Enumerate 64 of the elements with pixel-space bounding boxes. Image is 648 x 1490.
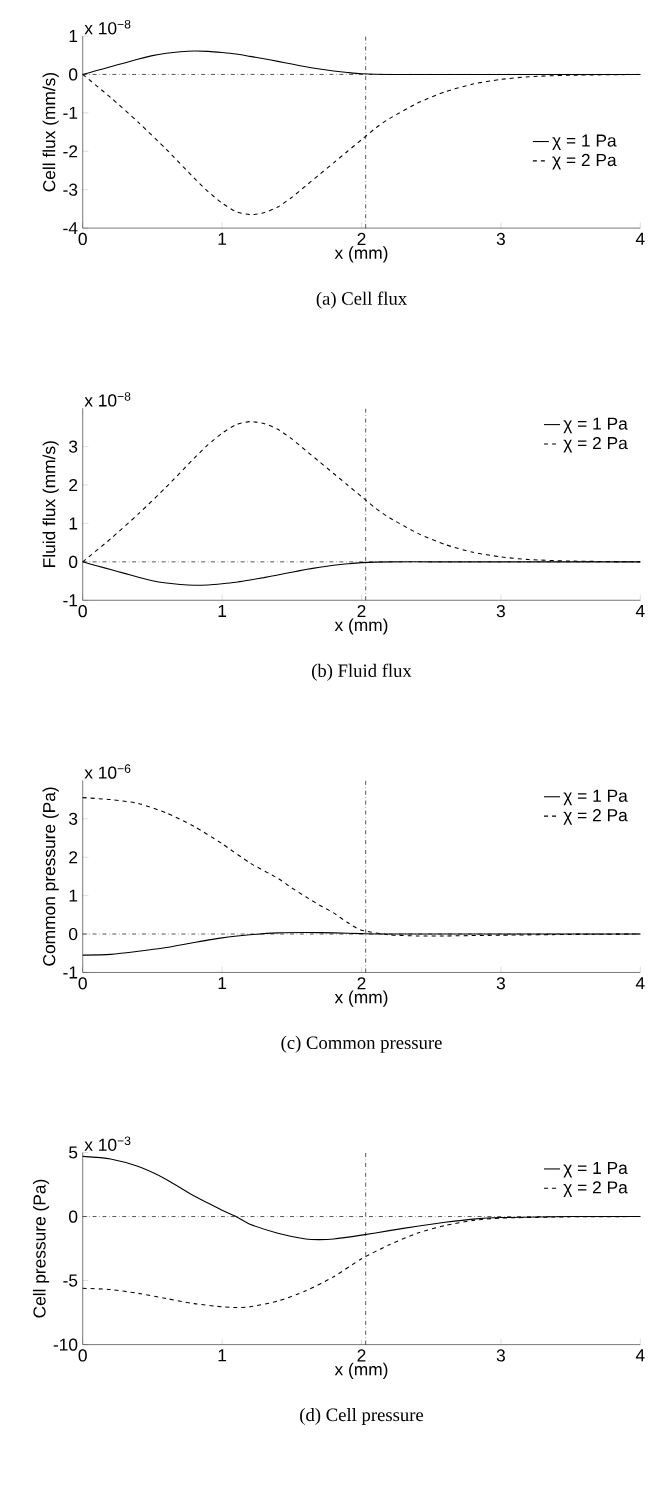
x-axis-title: x (mm) <box>334 618 388 635</box>
x-tick-label: 3 <box>496 604 505 618</box>
x-tick-label: 0 <box>78 1349 87 1362</box>
text: x 10$^{−8}$ <box>84 19 131 35</box>
y-tick-label: -10 <box>53 1338 78 1351</box>
y-tick-label: 1 <box>69 30 78 42</box>
y-tick-label: -5 <box>63 1274 78 1287</box>
y-tick-label: 1 <box>69 517 78 530</box>
y-tick-label: 0 <box>68 68 78 81</box>
y-tick-label: -2 <box>63 145 77 158</box>
x-tick-label: 4 <box>635 604 645 617</box>
y-tick-label: 0 <box>68 1210 78 1223</box>
text: x 10$^{−8}$ <box>84 392 131 407</box>
x-tick-label: 1 <box>218 1349 226 1362</box>
text: (c) Common pressure <box>281 1035 442 1053</box>
y-tick-label: 0 <box>68 555 78 568</box>
y-tick-label: -3 <box>63 183 78 196</box>
y-tick-label: -1 <box>63 966 78 979</box>
y-tick-label: 3 <box>68 812 78 825</box>
text: (d) Cell pressure <box>299 1408 423 1425</box>
x-tick-label: 3 <box>496 232 505 246</box>
x-tick-label: 1 <box>218 977 226 990</box>
x-tick-label: 3 <box>496 1349 505 1362</box>
legend-label: χ = 2 Pa <box>563 436 628 453</box>
x-tick-label: 0 <box>78 232 87 246</box>
y-axis-title: Cell flux (mm/s) <box>42 72 59 192</box>
y-axis-title: Common pressure (Pa) <box>42 787 59 966</box>
x-tick-label: 0 <box>78 977 87 990</box>
x-tick-label: 2 <box>357 232 366 245</box>
y-tick-label: 2 <box>69 478 77 492</box>
y-axis-title: Cell pressure (Pa) <box>32 1179 49 1318</box>
x-tick-label: 3 <box>496 977 505 990</box>
y-tick-label: 2 <box>69 851 77 864</box>
legend-label: χ = 1 Pa <box>552 134 617 151</box>
legend-label: χ = 1 Pa <box>563 1161 628 1178</box>
legend-label: χ = 2 Pa <box>563 809 628 825</box>
y-tick-label: 1 <box>69 889 78 902</box>
text: x 10$^{−6}$ <box>84 764 131 779</box>
x-axis-title: x (mm) <box>334 246 388 263</box>
y-tick-label: -1 <box>63 106 78 119</box>
text: x 10$^{−3}$ <box>84 1136 131 1151</box>
x-tick-label: 2 <box>357 604 366 618</box>
x-tick-label: 2 <box>357 1349 366 1362</box>
y-tick-label: -1 <box>63 594 78 607</box>
y-tick-label: 5 <box>68 1146 78 1159</box>
y-tick-label: -4 <box>63 222 78 235</box>
x-tick-label: 4 <box>635 232 645 245</box>
legend-label: χ = 2 Pa <box>563 1181 628 1197</box>
x-tick-label: 2 <box>357 977 366 990</box>
x-tick-label: 4 <box>635 977 645 990</box>
x-tick-label: 1 <box>218 232 226 245</box>
y-tick-label: 3 <box>68 440 78 453</box>
legend-label: χ = 2 Pa <box>552 153 617 170</box>
y-axis-title: Fluid flux (mm/s) <box>42 441 59 567</box>
text: (b) Fluid flux <box>311 663 412 681</box>
x-axis-title: x (mm) <box>334 990 388 1007</box>
y-tick-label: 0 <box>68 927 78 941</box>
legend-label: χ = 1 Pa <box>563 417 628 434</box>
text: (a) Cell flux <box>316 291 407 309</box>
x-tick-label: 0 <box>78 604 87 618</box>
x-axis-title: x (mm) <box>334 1362 388 1379</box>
x-tick-label: 1 <box>218 604 226 617</box>
x-tick-label: 4 <box>635 1349 645 1362</box>
legend-label: χ = 1 Pa <box>563 789 628 806</box>
